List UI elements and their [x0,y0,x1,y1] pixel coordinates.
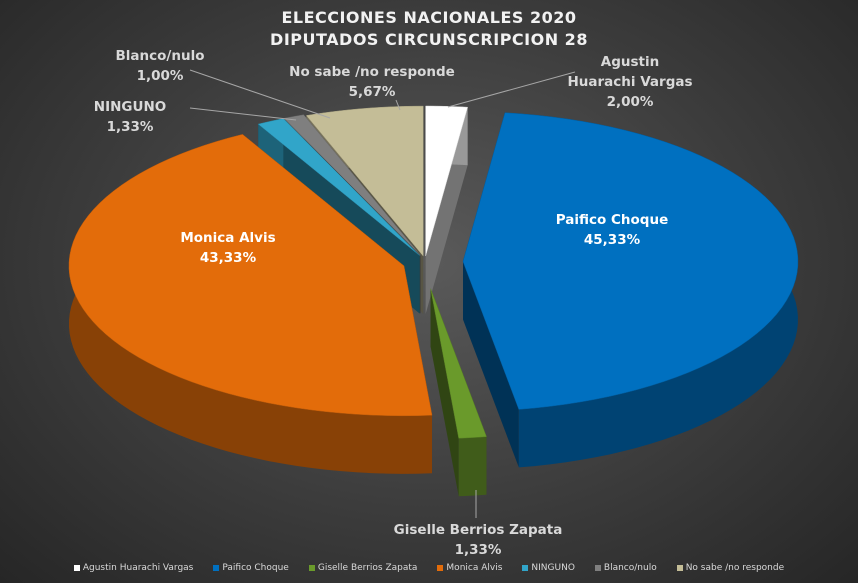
legend-item: NINGUNO [522,563,575,573]
legend-swatch [308,565,315,571]
legend-item: Monica Alvis [437,563,502,573]
leader-line [189,107,297,121]
leader-line [189,69,331,119]
legend-label: Agustin Huarachi Vargas [82,563,194,573]
slice-side-face [462,261,519,468]
legend-item: Paifico Choque [213,563,289,573]
legend-item: Giselle Berrios Zapata [308,563,418,573]
label-monica: Monica Alvis 43,33% [180,230,276,266]
label-blanco: Blanco/nulo 1,00% [115,48,205,84]
legend-label: Giselle Berrios Zapata [317,563,418,573]
slice-outer-wall [458,436,487,497]
slice-side-face [430,288,459,497]
legend-label: No sabe /no responde [685,563,785,573]
slice-monica-alvis [68,134,433,474]
slice-top [305,105,424,257]
slice-top [68,134,433,417]
legend-item: No sabe /no responde [676,563,785,573]
slice-top [283,114,421,256]
label-no-sabe: No sabe /no responde 5,67% [289,64,455,100]
slice-giselle-berrios-zapata [430,288,487,497]
legend-label: NINGUNO [531,563,575,573]
slice-agustin-huarachi-vargas [425,105,468,315]
slice-top [430,288,487,439]
leader-line [395,99,401,111]
legend-label: Paifico Choque [222,563,289,573]
slice-top [425,105,468,257]
legend-swatch [522,565,529,571]
legend-swatch [213,565,220,571]
label-paifico: Paifico Choque 45,33% [555,212,669,248]
legend-swatch [437,565,444,571]
chart-title-line-1: ELECCIONES NACIONALES 2020 [281,8,577,27]
slice-top [257,118,420,256]
slice-top [462,112,799,410]
legend-swatch [73,565,80,571]
legend-label: Blanco/nulo [603,563,657,573]
chart-title-line-2: DIPUTADOS CIRCUNSCRIPCION 28 [270,30,588,49]
label-agustin: Agustin Huarachi Vargas 2,00% [567,54,693,110]
slice-paifico-choque [462,112,799,468]
legend-swatch [676,565,683,571]
label-ninguno: NINGUNO 1,33% [93,99,167,135]
leader-line [447,71,576,108]
legend: Agustin Huarachi Vargas Paifico Choque Gis… [0,563,858,573]
legend-item: Blanco/nulo [594,563,657,573]
legend-swatch [594,565,601,571]
legend-item: Agustin Huarachi Vargas [73,563,194,573]
legend-label: Monica Alvis [446,563,503,573]
label-giselle: Giselle Berrios Zapata 1,33% [393,522,563,558]
